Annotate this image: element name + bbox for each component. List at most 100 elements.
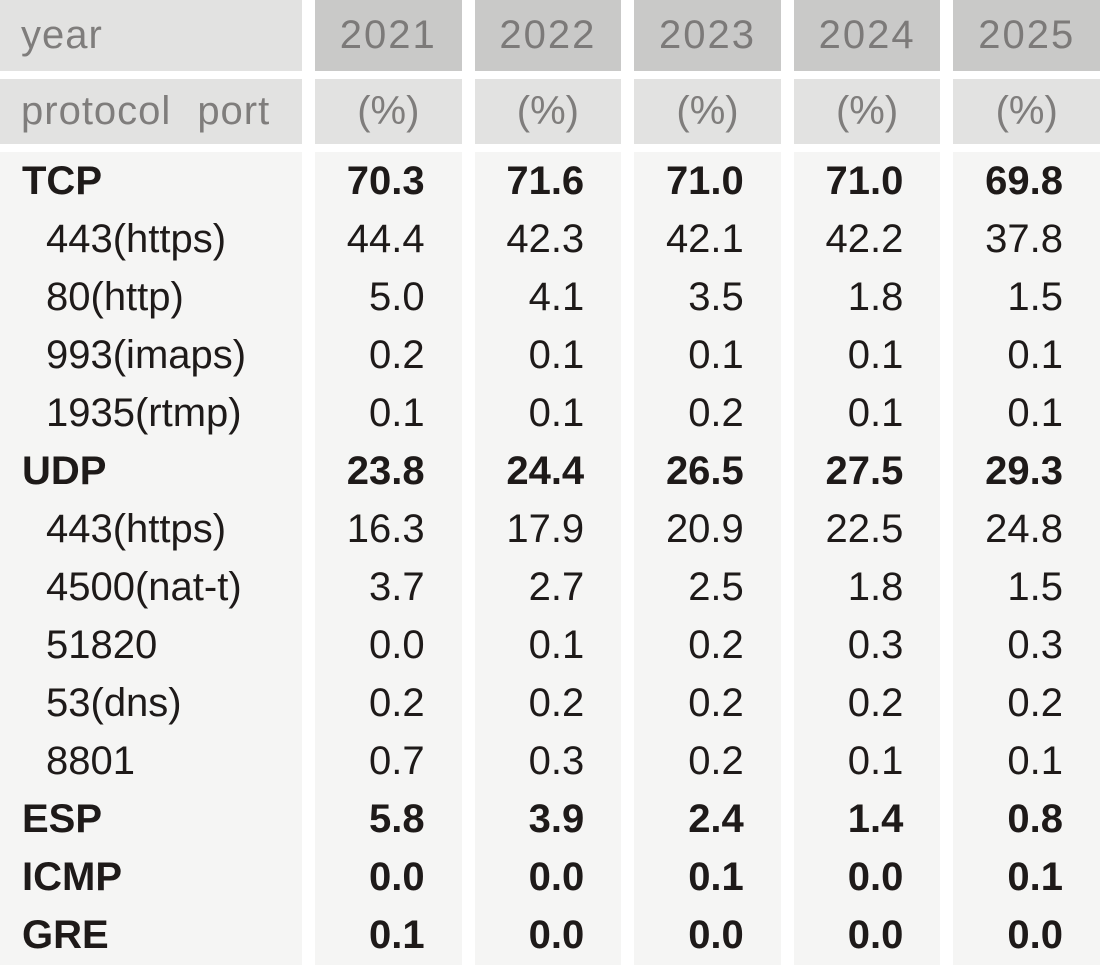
value-cell: 23.8 [315,442,462,500]
table-row-443-https: 443(https) 44.4 42.3 42.1 42.2 37.8 [0,210,1100,268]
value-cell: 2.4 [634,790,781,848]
value-cell: 70.3 [315,152,462,210]
value-cell: 0.1 [634,326,781,384]
value-cell: 2.5 [634,558,781,616]
value-cell: 0.0 [474,848,622,906]
value-cell: 2.7 [474,558,622,616]
value-cell: 3.9 [474,790,622,848]
value-cell: 0.0 [793,848,941,906]
value-cell: 0.0 [793,906,941,965]
value-cell: 0.3 [474,732,622,790]
value-cell: 0.1 [793,384,941,442]
value-cell: 0.1 [474,384,622,442]
value-cell: 44.4 [315,210,462,268]
table-row-gre: GRE 0.1 0.0 0.0 0.0 0.0 [0,906,1100,965]
table-row-443-https: 443(https) 16.3 17.9 20.9 22.5 24.8 [0,500,1100,558]
value-cell: 0.1 [315,906,462,965]
value-cell: 0.1 [474,616,622,674]
value-cell: 4.1 [474,268,622,326]
value-cell: 29.3 [953,442,1100,500]
protocol-row-label: ESP [0,790,302,848]
value-cell: 5.8 [315,790,462,848]
value-cell: 0.7 [315,732,462,790]
value-cell: 0.1 [953,326,1100,384]
protocol-word: protocol [21,89,172,133]
value-cell: 71.6 [474,152,622,210]
value-cell: 17.9 [474,500,622,558]
protocol-row-label: TCP [0,152,302,210]
value-cell: 0.2 [474,674,622,732]
value-cell: 26.5 [634,442,781,500]
table-header-unit-row: protocol port (%) (%) (%) (%) (%) [0,79,1100,144]
table-row-udp: UDP 23.8 24.4 26.5 27.5 29.3 [0,442,1100,500]
value-cell: 0.3 [953,616,1100,674]
value-cell: 0.1 [315,384,462,442]
table-row-tcp: TCP 70.3 71.6 71.0 71.0 69.8 [0,152,1100,210]
table-row-993-imaps: 993(imaps) 0.2 0.1 0.1 0.1 0.1 [0,326,1100,384]
value-cell: 42.3 [474,210,622,268]
value-cell: 0.1 [793,326,941,384]
value-cell: 3.7 [315,558,462,616]
value-cell: 0.0 [634,906,781,965]
port-row-label: 4500(nat-t) [0,558,302,616]
table-row-4500-nat-t: 4500(nat-t) 3.7 2.7 2.5 1.8 1.5 [0,558,1100,616]
value-cell: 0.1 [634,848,781,906]
port-row-label: 993(imaps) [0,326,302,384]
port-row-label: 8801 [0,732,302,790]
value-cell: 16.3 [315,500,462,558]
value-cell: 24.8 [953,500,1100,558]
year-header-cell: 2023 [634,0,781,71]
table-row-1935-rtmp: 1935(rtmp) 0.1 0.1 0.2 0.1 0.1 [0,384,1100,442]
port-row-label: 1935(rtmp) [0,384,302,442]
value-cell: 0.0 [953,906,1100,965]
value-cell: 0.0 [315,616,462,674]
year-header-cell: 2025 [953,0,1100,71]
table-row-53-dns: 53(dns) 0.2 0.2 0.2 0.2 0.2 [0,674,1100,732]
year-row-label: year [0,0,302,71]
table-row-8801: 8801 0.7 0.3 0.2 0.1 0.1 [0,732,1100,790]
unit-header-cell: (%) [315,79,462,144]
value-cell: 0.0 [474,906,622,965]
value-cell: 0.2 [634,616,781,674]
value-cell: 1.5 [953,268,1100,326]
value-cell: 0.8 [953,790,1100,848]
value-cell: 71.0 [634,152,781,210]
table-row-icmp: ICMP 0.0 0.0 0.1 0.0 0.1 [0,848,1100,906]
table-body: TCP 70.3 71.6 71.0 71.0 69.8 443(https) 44.4 42.… [0,152,1100,965]
value-cell: 0.1 [474,326,622,384]
protocol-port-row-label: protocol port [0,79,302,144]
unit-header-cell: (%) [793,79,941,144]
value-cell: 5.0 [315,268,462,326]
value-cell: 0.2 [634,674,781,732]
table-row-51820: 51820 0.0 0.1 0.2 0.3 0.3 [0,616,1100,674]
year-header-cell: 2021 [315,0,462,71]
port-row-label: 443(https) [0,210,302,268]
port-word: port [197,89,271,133]
value-cell: 69.8 [953,152,1100,210]
value-cell: 0.2 [315,674,462,732]
protocol-row-label: UDP [0,442,302,500]
value-cell: 37.8 [953,210,1100,268]
port-row-label: 443(https) [0,500,302,558]
value-cell: 42.2 [793,210,941,268]
unit-header-cell: (%) [953,79,1100,144]
value-cell: 1.4 [793,790,941,848]
value-cell: 0.0 [315,848,462,906]
value-cell: 0.1 [953,732,1100,790]
value-cell: 1.5 [953,558,1100,616]
value-cell: 0.1 [793,732,941,790]
value-cell: 1.8 [793,558,941,616]
value-cell: 0.1 [953,384,1100,442]
value-cell: 0.2 [315,326,462,384]
value-cell: 0.2 [634,732,781,790]
value-cell: 20.9 [634,500,781,558]
value-cell: 0.3 [793,616,941,674]
unit-header-cell: (%) [474,79,622,144]
value-cell: 0.2 [634,384,781,442]
value-cell: 0.2 [953,674,1100,732]
port-row-label: 51820 [0,616,302,674]
table-row-80-http: 80(http) 5.0 4.1 3.5 1.8 1.5 [0,268,1100,326]
protocol-row-label: GRE [0,906,302,965]
value-cell: 42.1 [634,210,781,268]
